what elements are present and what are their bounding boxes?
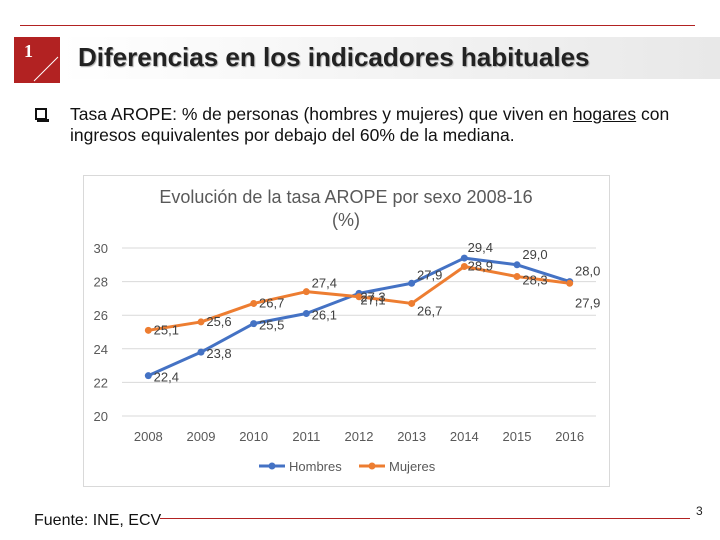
data-label-hombres: 23,8 <box>206 346 231 361</box>
y-tick-label: 20 <box>94 409 108 424</box>
data-point-hombres <box>197 348 205 356</box>
x-tick-label: 2012 <box>345 429 374 444</box>
data-point-hombres <box>460 254 468 262</box>
legend-label-hombres: Hombres <box>289 459 342 474</box>
data-point-hombres <box>250 320 258 328</box>
legend-label-mujeres: Mujeres <box>389 459 436 474</box>
arope-line-chart: Evolución de la tasa AROPE por sexo 2008… <box>94 187 601 474</box>
page-number: 3 <box>696 504 703 518</box>
data-point-mujeres <box>355 293 363 301</box>
bullet-text-pre: Tasa AROPE: % de personas (hombres y muj… <box>70 104 573 124</box>
checkbox-bullet-icon <box>35 108 49 122</box>
data-point-hombres <box>513 261 521 269</box>
y-tick-label: 30 <box>94 241 108 256</box>
bullet-text: Tasa AROPE: % de personas (hombres y muj… <box>70 104 690 146</box>
source-note: Fuente: INE, ECV <box>34 512 162 529</box>
data-point-mujeres <box>302 288 310 296</box>
data-label-hombres: 27,9 <box>417 267 442 282</box>
slide-number-badge: 1 <box>14 37 60 83</box>
data-label-mujeres: 27,9 <box>575 295 600 310</box>
data-label-hombres: 26,1 <box>312 308 337 323</box>
data-point-hombres <box>302 310 310 318</box>
chart-title-line2: (%) <box>332 210 360 230</box>
data-label-hombres: 29,0 <box>522 247 547 262</box>
slide-number: 1 <box>24 41 33 61</box>
data-point-mujeres <box>250 299 258 307</box>
data-label-mujeres: 27,1 <box>360 293 385 308</box>
data-label-mujeres: 27,4 <box>312 276 337 291</box>
data-label-mujeres: 25,1 <box>154 322 179 337</box>
data-point-hombres <box>144 372 152 380</box>
data-label-hombres: 27,3 <box>360 289 385 304</box>
data-label-mujeres: 25,6 <box>206 314 231 329</box>
page-title: Diferencias en los indicadores habituale… <box>78 42 590 72</box>
data-point-mujeres <box>197 318 205 326</box>
data-label-hombres: 22,4 <box>154 370 179 385</box>
bullet-text-post: con ingresos equivalentes por debajo del… <box>70 104 670 145</box>
data-label-hombres: 28,0 <box>575 264 600 279</box>
footer-rule <box>160 518 690 519</box>
x-tick-label: 2014 <box>450 429 479 444</box>
y-tick-label: 28 <box>94 275 108 290</box>
x-tick-label: 2008 <box>134 429 163 444</box>
data-point-mujeres <box>408 299 416 307</box>
data-point-mujeres <box>566 279 574 287</box>
data-point-mujeres <box>460 262 468 270</box>
data-label-mujeres: 26,7 <box>259 295 284 310</box>
x-tick-label: 2009 <box>187 429 216 444</box>
y-tick-label: 22 <box>94 375 108 390</box>
chart-title-line1: Evolución de la tasa AROPE por sexo 2008… <box>159 187 532 207</box>
y-tick-label: 26 <box>94 308 108 323</box>
data-label-mujeres: 28,9 <box>468 258 493 273</box>
x-tick-label: 2010 <box>239 429 268 444</box>
data-label-hombres: 25,5 <box>259 318 284 333</box>
data-point-mujeres <box>513 273 521 281</box>
x-tick-label: 2015 <box>503 429 532 444</box>
bullet-text-underlined: hogares <box>572 104 637 124</box>
y-tick-label: 24 <box>94 342 108 357</box>
x-tick-label: 2016 <box>555 429 584 444</box>
legend-marker-mujeres <box>368 462 376 470</box>
data-label-mujeres: 26,7 <box>417 303 442 318</box>
data-label-hombres: 29,4 <box>468 240 493 255</box>
title-band <box>60 37 720 79</box>
data-label-mujeres: 28,3 <box>522 273 547 288</box>
top-rule <box>20 25 695 26</box>
x-tick-label: 2013 <box>397 429 426 444</box>
chart-frame: Evolución de la tasa AROPE por sexo 2008… <box>83 175 610 487</box>
data-point-hombres <box>408 279 416 287</box>
x-tick-label: 2011 <box>292 429 320 444</box>
data-point-mujeres <box>144 326 152 334</box>
legend-marker-hombres <box>268 462 276 470</box>
